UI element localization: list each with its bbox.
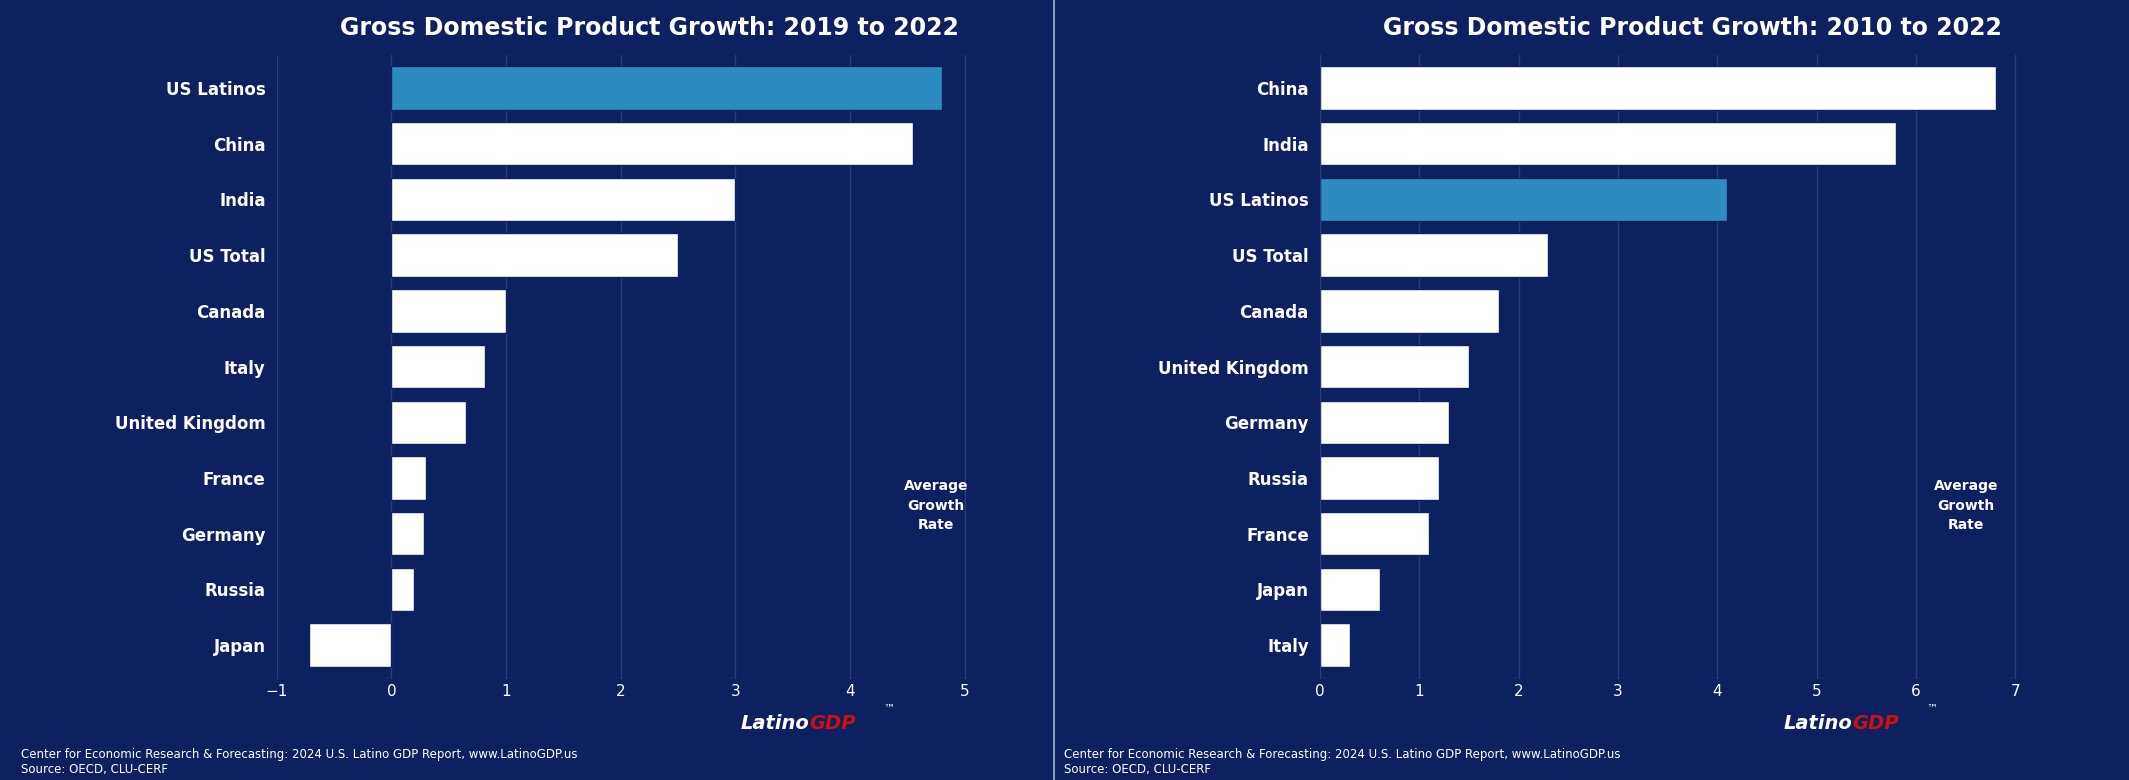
Bar: [392, 568, 415, 612]
Text: Center for Economic Research & Forecasting: 2024 U.S. Latino GDP Report, www.Lat: Center for Economic Research & Forecasti…: [21, 748, 577, 776]
Bar: [1320, 401, 1450, 444]
Title: Gross Domestic Product Growth: 2019 to 2022: Gross Domestic Product Growth: 2019 to 2…: [341, 16, 958, 40]
Bar: [392, 456, 426, 500]
Bar: [1320, 178, 1727, 222]
Text: Center for Economic Research & Forecasting: 2024 U.S. Latino GDP Report, www.Lat: Center for Economic Research & Forecasti…: [1064, 748, 1620, 776]
Bar: [1320, 233, 1548, 277]
Bar: [1320, 623, 1350, 667]
Bar: [1320, 345, 1469, 388]
Bar: [392, 66, 941, 110]
Text: Latino: Latino: [741, 714, 809, 733]
Bar: [392, 122, 913, 165]
Bar: [1320, 66, 1995, 110]
Title: Gross Domestic Product Growth: 2010 to 2022: Gross Domestic Product Growth: 2010 to 2…: [1384, 16, 2001, 40]
Bar: [392, 512, 424, 555]
Bar: [1320, 122, 1897, 165]
Text: GDP: GDP: [809, 714, 856, 733]
Text: Latino: Latino: [1784, 714, 1852, 733]
Text: Average
Growth
Rate: Average Growth Rate: [1933, 480, 1997, 533]
Text: Average
Growth
Rate: Average Growth Rate: [903, 480, 969, 533]
Bar: [392, 289, 507, 332]
Text: ™: ™: [1927, 704, 1937, 714]
Bar: [1320, 512, 1429, 555]
Bar: [309, 623, 392, 667]
Bar: [1320, 456, 1439, 500]
Bar: [392, 233, 677, 277]
Bar: [1320, 289, 1499, 332]
Bar: [392, 178, 735, 222]
Bar: [1320, 568, 1380, 612]
Bar: [392, 345, 485, 388]
Bar: [392, 401, 466, 444]
Text: ™: ™: [884, 704, 894, 714]
Text: GDP: GDP: [1852, 714, 1899, 733]
